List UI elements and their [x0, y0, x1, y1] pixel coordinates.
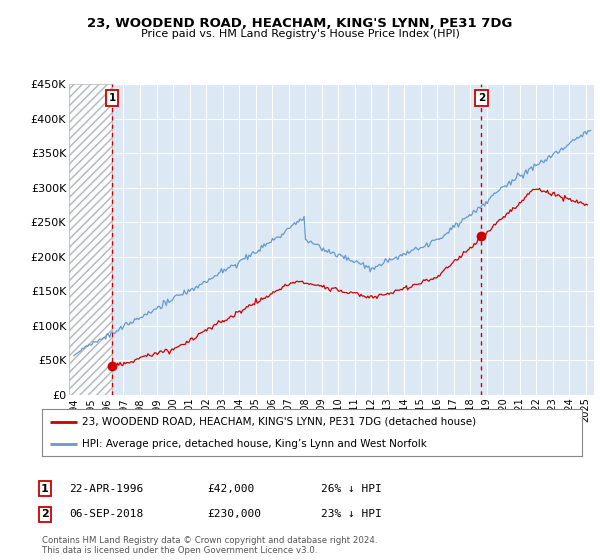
Point [476, 231, 486, 240]
Text: 23, WOODEND ROAD, HEACHAM, KING'S LYNN, PE31 7DG (detached house): 23, WOODEND ROAD, HEACHAM, KING'S LYNN, … [83, 417, 476, 427]
Text: Price paid vs. HM Land Registry's House Price Index (HPI): Price paid vs. HM Land Registry's House … [140, 29, 460, 39]
Text: 1: 1 [41, 484, 49, 494]
Text: 06-SEP-2018: 06-SEP-2018 [69, 509, 143, 519]
Text: £42,000: £42,000 [207, 484, 254, 494]
Text: HPI: Average price, detached house, King’s Lynn and West Norfolk: HPI: Average price, detached house, King… [83, 438, 427, 449]
Text: 2: 2 [41, 509, 49, 519]
Text: 26% ↓ HPI: 26% ↓ HPI [321, 484, 382, 494]
Text: Contains HM Land Registry data © Crown copyright and database right 2024.
This d: Contains HM Land Registry data © Crown c… [42, 536, 377, 556]
Text: 2: 2 [478, 93, 485, 103]
Point [107, 361, 117, 370]
Text: 22-APR-1996: 22-APR-1996 [69, 484, 143, 494]
Bar [69, 84, 112, 395]
Text: 23% ↓ HPI: 23% ↓ HPI [321, 509, 382, 519]
Text: £230,000: £230,000 [207, 509, 261, 519]
Text: 1: 1 [109, 93, 116, 103]
Text: 23, WOODEND ROAD, HEACHAM, KING'S LYNN, PE31 7DG: 23, WOODEND ROAD, HEACHAM, KING'S LYNN, … [88, 17, 512, 30]
